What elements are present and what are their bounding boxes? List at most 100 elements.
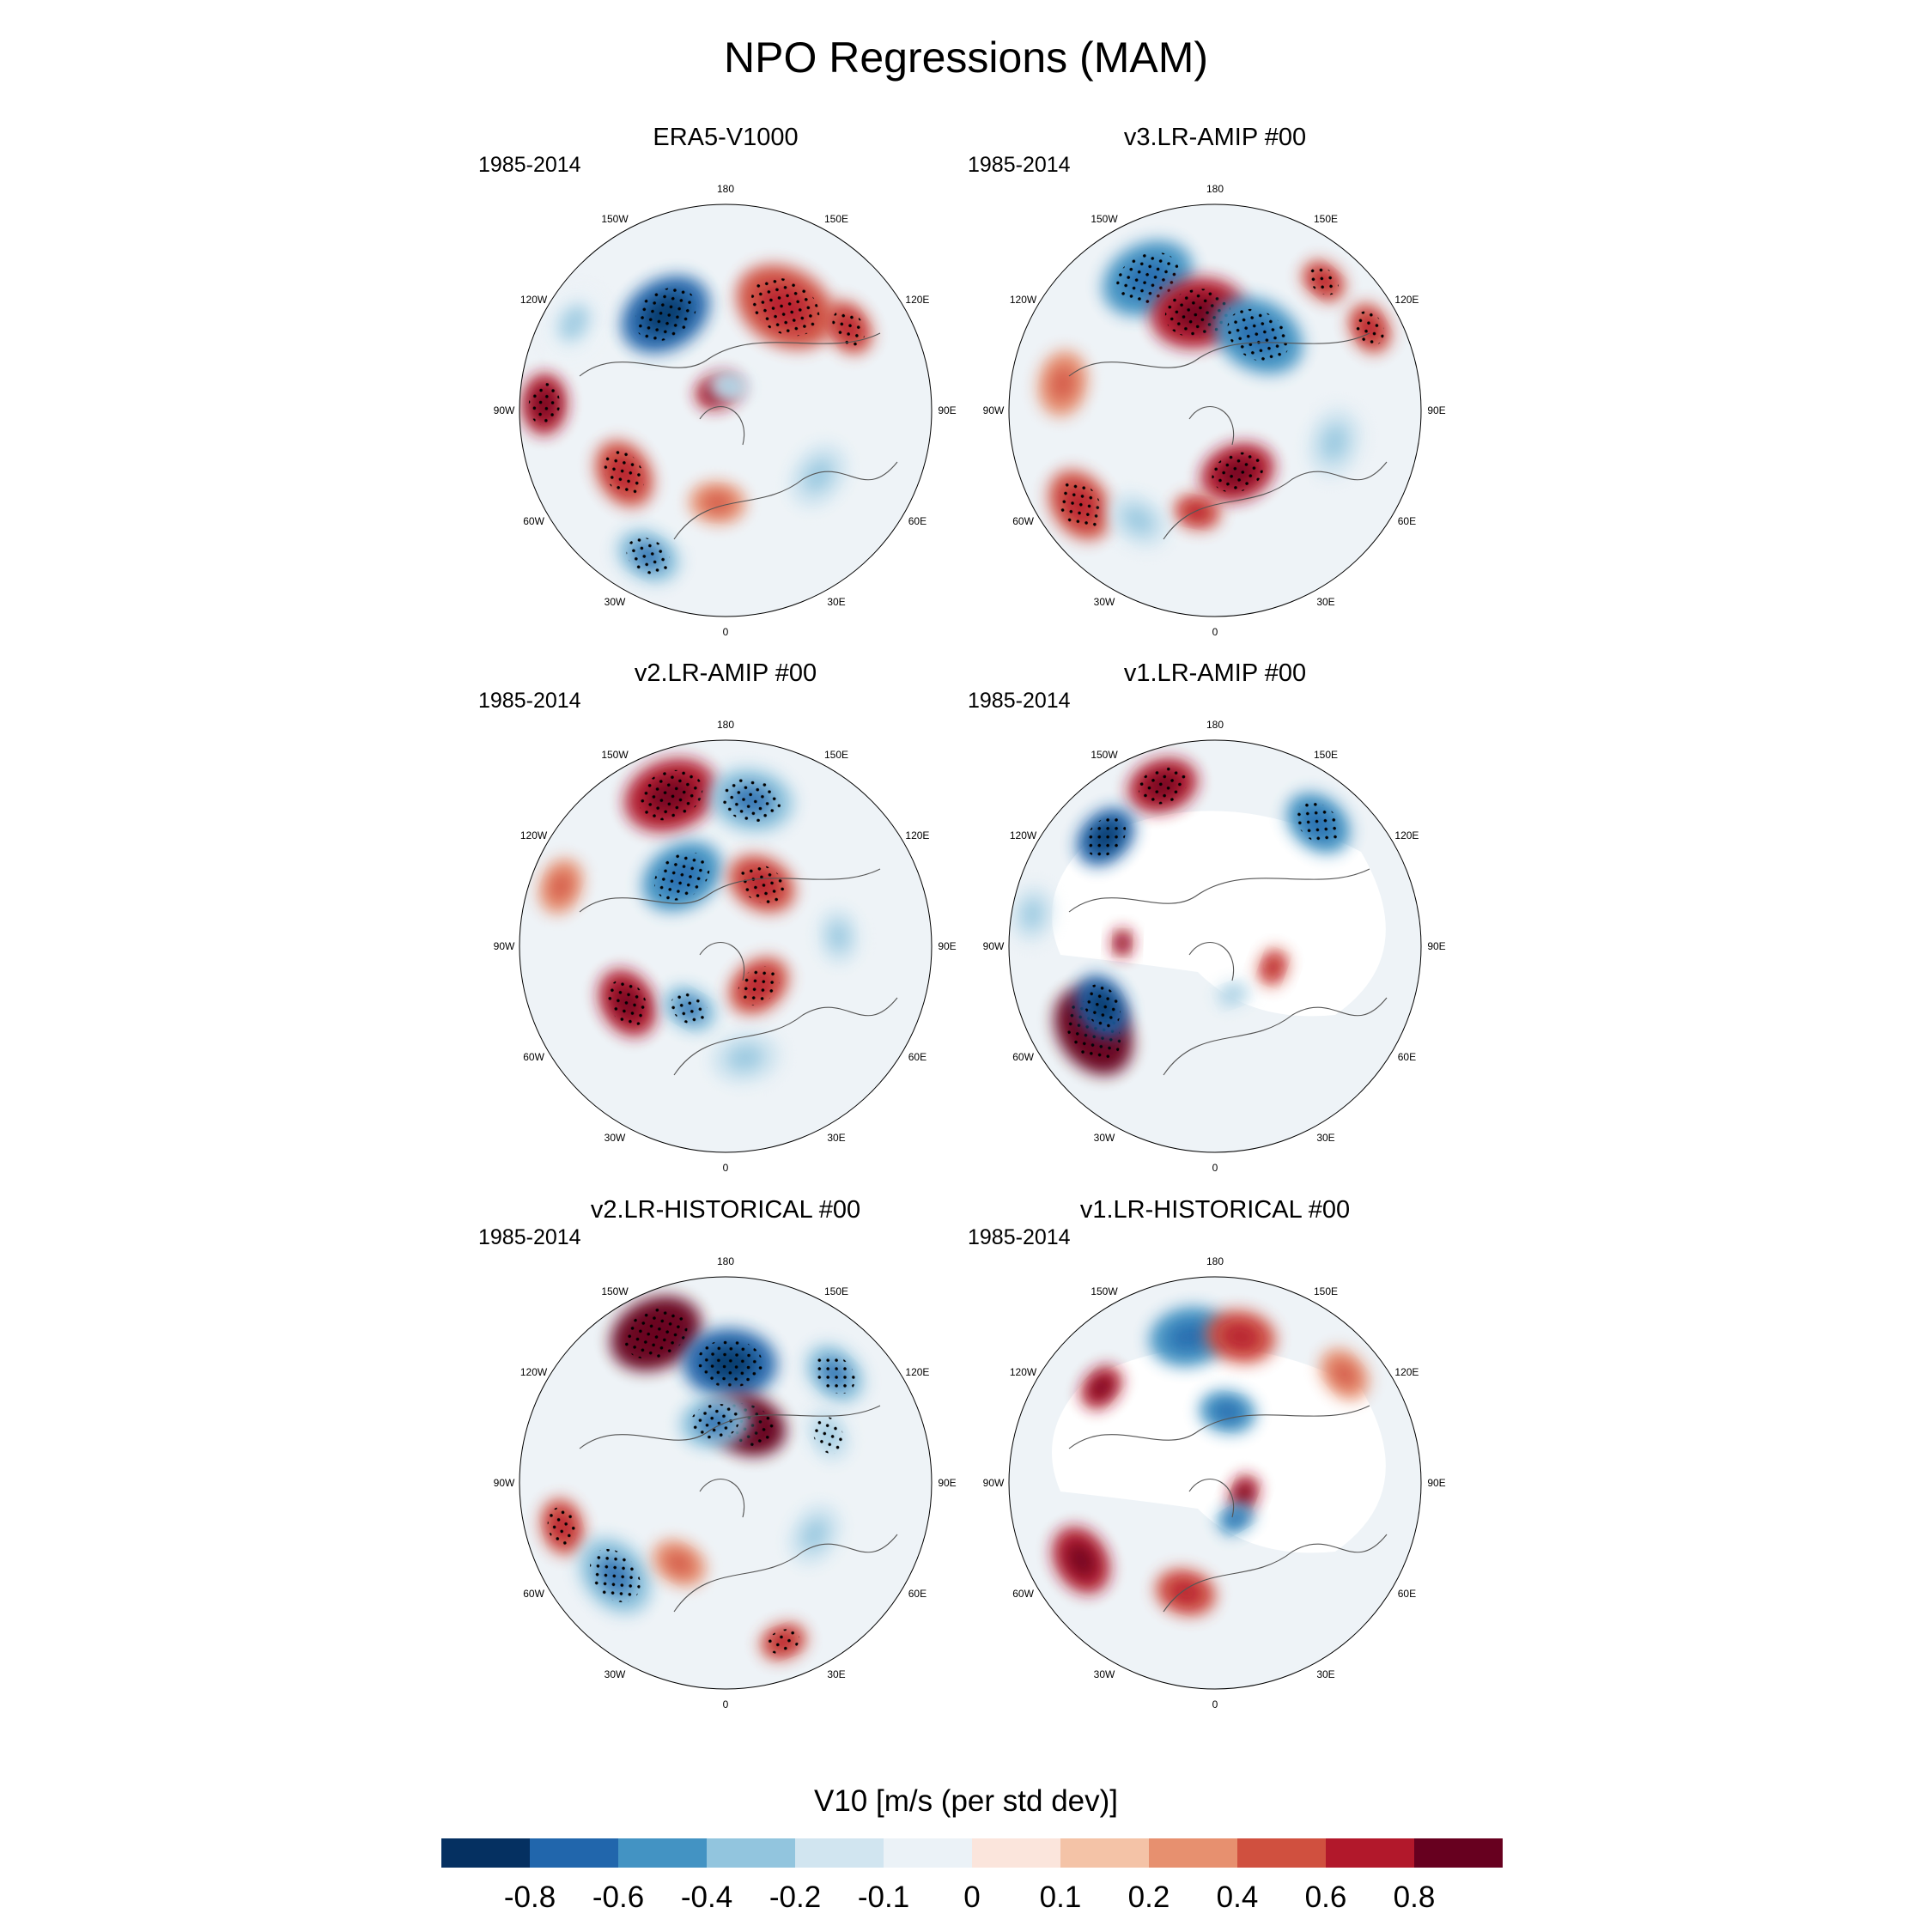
longitude-label: 150W <box>601 212 629 225</box>
significance-stippling <box>832 309 866 346</box>
polar-map <box>1008 204 1422 617</box>
map-background <box>519 740 932 1152</box>
panel-title: v1.LR-AMIP #00 <box>1123 659 1307 687</box>
significance-stippling <box>1058 480 1103 530</box>
longitude-label: 30E <box>827 596 846 609</box>
map-panel: v1.LR-AMIP #00 1985-2014 180 150E 120E 90E 60E… <box>968 659 1455 1187</box>
longitude-label: 60E <box>1397 1051 1417 1063</box>
significance-stippling <box>1085 817 1127 858</box>
significance-stippling <box>1296 802 1341 845</box>
longitude-label: 30E <box>827 1132 846 1145</box>
anomaly-core <box>1168 1321 1211 1352</box>
longitude-label: 30E <box>1316 1668 1335 1681</box>
panel-title: v2.LR-HISTORICAL #00 <box>590 1196 861 1224</box>
colorbar-swatch <box>1326 1838 1414 1868</box>
longitude-label: 0 <box>1212 626 1218 638</box>
significance-stippling <box>690 1403 740 1441</box>
longitude-label: 90E <box>938 404 957 416</box>
longitude-label: 180 <box>1206 183 1224 195</box>
longitude-label: 60E <box>908 1588 927 1600</box>
longitude-label: 180 <box>1206 1255 1224 1267</box>
colorbar-tick-label: -0.8 <box>503 1880 556 1914</box>
longitude-label: 90W <box>493 1477 515 1489</box>
longitude-label: 120E <box>1394 294 1419 306</box>
significance-stippling <box>1116 252 1180 305</box>
colorbar-tick-label: -0.6 <box>592 1880 645 1914</box>
longitude-label: 60W <box>523 1588 544 1600</box>
significance-stippling <box>1227 308 1290 362</box>
significance-stippling <box>1212 452 1264 493</box>
colorbar-swatch <box>1237 1838 1326 1868</box>
longitude-label: 0 <box>722 626 729 638</box>
coastline <box>579 868 898 1076</box>
anomaly-core <box>1266 957 1281 977</box>
polar-map <box>1008 739 1422 1153</box>
map-border <box>519 739 933 1153</box>
significance-stippling <box>624 1307 688 1359</box>
anomaly-core <box>1091 1376 1112 1399</box>
colorbar-swatch <box>530 1838 618 1868</box>
colorbar-swatch <box>1414 1838 1503 1868</box>
colorbar-tick-label: -0.2 <box>769 1880 822 1914</box>
significance-stippling <box>1084 984 1121 1029</box>
coastline <box>1068 868 1388 1076</box>
significance-stippling <box>1309 266 1339 295</box>
anomaly-core <box>702 492 732 513</box>
significance-stippling <box>638 769 703 821</box>
map-panel: ERA5-V1000 1985-2014 180 150E 120E 90E 60E 30E 0… <box>478 124 966 651</box>
land-mask <box>1052 811 1386 1017</box>
longitude-label: 60W <box>523 515 544 527</box>
land-mask <box>1052 1347 1386 1553</box>
colorbar-tick-label: 0.8 <box>1393 1880 1436 1914</box>
significance-stippling <box>671 993 708 1025</box>
map-border <box>1008 739 1422 1153</box>
longitude-label: 180 <box>716 183 735 195</box>
longitude-label: 120W <box>519 1366 548 1378</box>
panel-period: 1985-2014 <box>968 153 1071 177</box>
map-background <box>519 204 932 617</box>
map-border <box>1008 204 1422 617</box>
panel-title: v3.LR-AMIP #00 <box>1123 124 1307 151</box>
significance-stippling <box>635 287 696 342</box>
significance-stippling <box>738 864 786 904</box>
polar-map <box>519 204 933 617</box>
colorbar-tick-label: -0.4 <box>680 1880 733 1914</box>
significance-stippling <box>547 1507 578 1546</box>
longitude-label: 150E <box>823 212 849 225</box>
colorbar-swatch <box>972 1838 1060 1868</box>
longitude-label: 180 <box>1206 719 1224 731</box>
colorbar-swatch <box>441 1838 530 1868</box>
longitude-label: 60W <box>1012 1588 1034 1600</box>
longitude-label: 30W <box>1093 1668 1115 1681</box>
significance-stippling <box>653 852 710 901</box>
longitude-label: 90W <box>982 940 1005 952</box>
anomaly-core <box>1222 1323 1260 1351</box>
anomaly-core <box>803 459 834 493</box>
longitude-label: 120W <box>519 294 548 306</box>
polar-map <box>519 739 933 1153</box>
longitude-label: 120E <box>905 829 930 841</box>
longitude-label: 120W <box>1009 829 1037 841</box>
longitude-label: 150W <box>601 1285 629 1297</box>
longitude-label: 150W <box>1091 1285 1118 1297</box>
colorbar-swatch <box>618 1838 707 1868</box>
colorbar-swatch <box>707 1838 795 1868</box>
longitude-label: 30W <box>604 1668 626 1681</box>
anomaly-core <box>801 1518 829 1551</box>
longitude-label: 90E <box>1427 940 1446 952</box>
colorbar-tick-label: 0.2 <box>1127 1880 1170 1914</box>
significance-stippling <box>721 778 781 823</box>
anomaly-core <box>550 872 573 901</box>
panel-period: 1985-2014 <box>968 689 1071 713</box>
significance-stippling <box>607 979 647 1027</box>
panel-period: 1985-2014 <box>968 1225 1071 1249</box>
anomaly-core <box>1170 1580 1202 1605</box>
significance-stippling <box>767 1629 799 1655</box>
longitude-label: 150E <box>1313 1285 1339 1297</box>
panel-period: 1985-2014 <box>478 153 581 177</box>
longitude-label: 60W <box>1012 515 1034 527</box>
polar-map <box>1008 1276 1422 1690</box>
colorbar-swatch <box>1149 1838 1237 1868</box>
panel-title: v2.LR-AMIP #00 <box>634 659 817 687</box>
anomaly-core <box>1122 506 1154 535</box>
